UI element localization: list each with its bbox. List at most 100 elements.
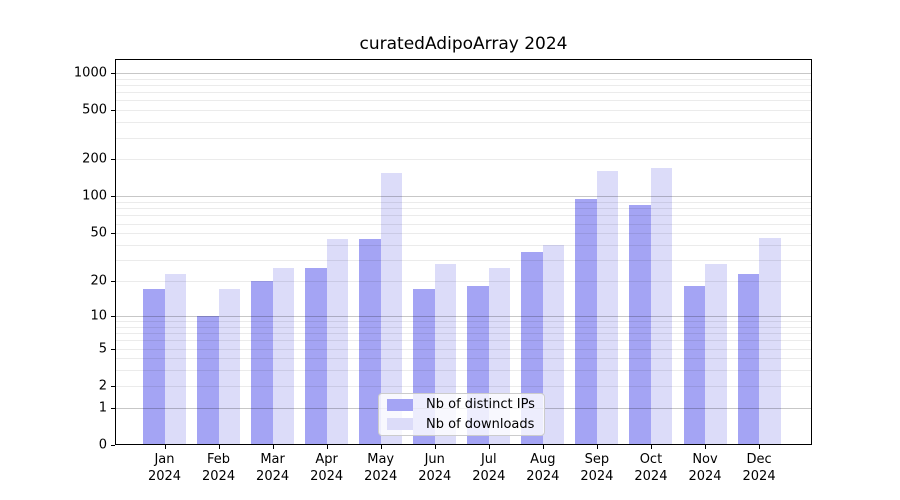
bar-downloads-jan bbox=[164, 273, 186, 444]
bar-distinct-ips-apr bbox=[305, 267, 327, 444]
bar-distinct-ips-jan bbox=[143, 289, 165, 444]
y-tick-label-1000: 1000 bbox=[73, 65, 107, 81]
x-tick-year: 2024 bbox=[147, 469, 182, 484]
legend: Nb of distinct IPs Nb of downloads bbox=[378, 393, 545, 436]
bar-distinct-ips-nov bbox=[683, 286, 705, 444]
y-tick-mark-5 bbox=[111, 348, 115, 350]
chart-title: curatedAdipoArray 2024 bbox=[359, 34, 568, 54]
x-tick-label-sep: Sep 2024 bbox=[567, 451, 627, 485]
x-tick-mark-nov bbox=[705, 445, 706, 449]
x-tick-mark-mar bbox=[272, 445, 274, 449]
x-tick-month: Apr bbox=[315, 452, 338, 467]
x-tick-label-may: May 2024 bbox=[351, 451, 411, 485]
x-tick-label-dec: Dec 2024 bbox=[729, 451, 789, 485]
x-tick-year: 2024 bbox=[472, 469, 506, 484]
x-tick-label-aug: Aug 2024 bbox=[513, 451, 573, 485]
x-tick-label-jul: Jul 2024 bbox=[459, 451, 519, 485]
gridline-y-400 bbox=[116, 122, 811, 124]
bar-distinct-ips-mar bbox=[251, 281, 273, 444]
x-tick-mark-apr bbox=[326, 445, 328, 449]
bar-downloads-apr bbox=[326, 238, 349, 444]
bar-distinct-ips-may bbox=[359, 238, 381, 444]
x-tick-month: Nov bbox=[692, 452, 718, 467]
x-tick-year: 2024 bbox=[310, 469, 344, 484]
bar-downloads-oct bbox=[650, 168, 673, 444]
y-tick-mark-100 bbox=[111, 196, 115, 198]
x-tick-label-apr: Apr 2024 bbox=[297, 451, 357, 485]
y-tick-label-20: 20 bbox=[90, 273, 107, 289]
gridline-y-80 bbox=[116, 208, 811, 210]
bar-downloads-sep bbox=[596, 171, 619, 444]
x-tick-mark-dec bbox=[759, 445, 761, 449]
x-tick-month: Mar bbox=[260, 452, 285, 467]
y-tick-label-50: 50 bbox=[90, 225, 107, 241]
x-tick-month: May bbox=[367, 452, 395, 467]
x-tick-mark-jun bbox=[434, 445, 436, 449]
x-tick-label-mar: Mar 2024 bbox=[243, 451, 303, 485]
y-tick-mark-1 bbox=[111, 407, 115, 409]
gridline-y-90 bbox=[116, 202, 811, 204]
bar-distinct-ips-sep bbox=[575, 199, 597, 444]
gridline-y-30 bbox=[116, 260, 811, 262]
gridline-y-70 bbox=[116, 215, 811, 217]
x-tick-label-jan: Jan 2024 bbox=[135, 451, 195, 485]
y-tick-label-500: 500 bbox=[82, 102, 107, 118]
bar-downloads-nov bbox=[705, 263, 727, 444]
bar-downloads-feb bbox=[218, 289, 241, 444]
y-tick-label-5: 5 bbox=[98, 341, 107, 356]
bar-downloads-may bbox=[380, 173, 403, 444]
y-tick-mark-200 bbox=[111, 159, 115, 161]
y-tick-mark-20 bbox=[111, 281, 115, 283]
x-tick-mark-aug bbox=[542, 445, 544, 449]
y-tick-mark-2 bbox=[111, 385, 115, 387]
legend-item-downloads: Nb of downloads bbox=[387, 416, 536, 434]
x-tick-label-nov: Nov 2024 bbox=[675, 451, 735, 485]
x-tick-month: Sep bbox=[584, 452, 610, 467]
y-tick-mark-50 bbox=[111, 233, 115, 235]
x-tick-year: 2024 bbox=[364, 469, 398, 484]
y-tick-mark-10 bbox=[111, 315, 115, 317]
gridline-y-1000 bbox=[116, 72, 811, 74]
y-tick-label-200: 200 bbox=[82, 151, 107, 167]
x-tick-month: Feb bbox=[207, 452, 231, 467]
x-tick-year: 2024 bbox=[202, 469, 236, 484]
y-tick-label-1: 1 bbox=[98, 400, 107, 416]
bar-downloads-dec bbox=[759, 237, 781, 444]
legend-swatch-downloads bbox=[387, 418, 413, 431]
x-tick-label-jun: Jun 2024 bbox=[405, 451, 465, 485]
x-tick-mark-oct bbox=[650, 445, 652, 449]
x-tick-month: Jul bbox=[480, 452, 497, 467]
x-tick-month: Dec bbox=[746, 452, 772, 467]
legend-swatch-distinct-ips bbox=[387, 398, 413, 411]
x-tick-year: 2024 bbox=[742, 469, 776, 484]
x-tick-mark-jan bbox=[164, 445, 166, 449]
y-tick-label-10: 10 bbox=[90, 308, 107, 324]
gridline-y-500 bbox=[116, 110, 811, 112]
gridline-y-800 bbox=[116, 84, 811, 86]
x-tick-mark-jul bbox=[488, 445, 490, 449]
gridline-y-100 bbox=[116, 196, 811, 198]
bar-downloads-aug bbox=[542, 245, 565, 444]
y-tick-mark-1000 bbox=[111, 72, 115, 74]
y-tick-label-2: 2 bbox=[98, 378, 107, 394]
legend-label-distinct-ips: Nb of distinct IPs bbox=[426, 397, 535, 413]
legend-label-downloads: Nb of downloads bbox=[426, 416, 535, 432]
gridline-y-600 bbox=[116, 100, 811, 102]
x-tick-mark-sep bbox=[596, 445, 598, 449]
x-tick-mark-feb bbox=[218, 445, 220, 449]
x-tick-label-oct: Oct 2024 bbox=[621, 451, 681, 485]
y-tick-mark-0 bbox=[111, 445, 115, 446]
x-tick-year: 2024 bbox=[580, 469, 614, 484]
bar-distinct-ips-oct bbox=[629, 205, 651, 444]
legend-item-distinct-ips: Nb of distinct IPs bbox=[387, 396, 536, 414]
x-tick-label-feb: Feb 2024 bbox=[189, 451, 249, 485]
bar-downloads-mar bbox=[272, 267, 295, 444]
x-tick-year: 2024 bbox=[526, 469, 560, 484]
gridline-y-200 bbox=[116, 159, 811, 161]
gridline-y-300 bbox=[116, 137, 811, 139]
gridline-y-50 bbox=[116, 233, 811, 235]
x-tick-month: Aug bbox=[530, 452, 556, 467]
x-tick-mark-may bbox=[380, 445, 382, 449]
x-tick-year: 2024 bbox=[418, 469, 452, 484]
